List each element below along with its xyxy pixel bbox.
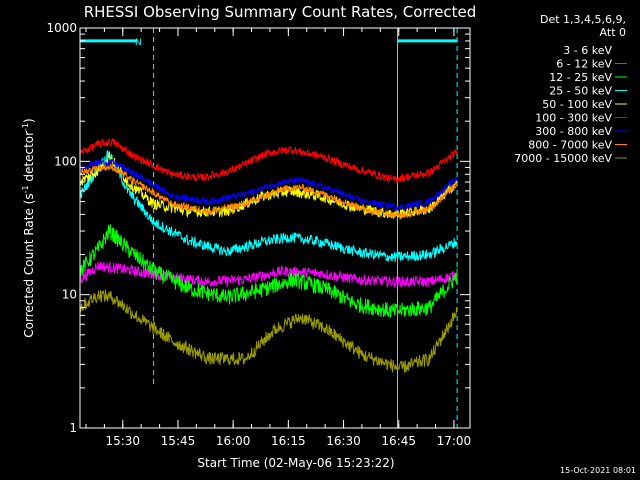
chart-title: RHESSI Observing Summary Count Rates, Co…	[84, 3, 477, 21]
x-tick-label-6: 17:00	[437, 434, 472, 448]
flag-letter: N	[135, 38, 142, 48]
x-tick-label-4: 16:30	[326, 434, 361, 448]
legend-label-1: 6 - 12 keV	[556, 58, 612, 71]
x-tick-label-2: 16:00	[216, 434, 251, 448]
series-line-3	[79, 150, 458, 263]
legend-label-4: 50 - 100 keV	[542, 98, 612, 111]
y-axis-label-part2: detector	[22, 131, 36, 186]
legend-label-5: 100 - 300 keV	[535, 112, 612, 125]
y-tick-label-2: 10	[62, 288, 77, 302]
legend-label-0: 3 - 6 keV	[563, 44, 612, 57]
series-line-2	[79, 224, 458, 318]
x-axis-label: Start Time (02-May-06 15:23:22)	[197, 456, 394, 470]
y-axis-label-sup2: -1	[21, 123, 30, 131]
y-tick-label-1: 100	[54, 154, 77, 168]
legend-label-2: 12 - 25 keV	[549, 71, 612, 84]
series-line-1	[79, 261, 458, 289]
series-line-7	[79, 163, 458, 221]
plot-frame	[79, 27, 471, 429]
series-line-5	[79, 137, 458, 184]
legend-header-line2: Att 0	[600, 26, 626, 39]
x-tick-label-1: 15:45	[161, 434, 196, 448]
legend-label-7: 800 - 7000 keV	[528, 139, 612, 152]
x-tick-label-0: 15:30	[105, 434, 140, 448]
y-axis-label: Corrected Count Rate (s-1 detector-1)	[21, 118, 36, 337]
x-tick-label-3: 16:15	[271, 434, 306, 448]
timestamp: 15-Oct-2021 08:01	[560, 466, 636, 475]
axis-ticks: 15:30 15:45 16:00 16:15 16:30 16:45 17:00 1000 1…	[46, 21, 471, 448]
legend-label-3: 25 - 50 keV	[549, 85, 612, 98]
legend-label-6: 300 - 800 keV	[535, 125, 612, 138]
plot-data: N	[79, 28, 458, 429]
y-tick-label-3: 1	[69, 421, 77, 435]
legend-header-line1: Det 1,3,4,5,6,9,	[540, 13, 626, 26]
y-tick-label-0: 1000	[46, 21, 77, 35]
series-line-8	[79, 289, 458, 373]
y-axis-label-part1: Corrected Count Rate (s	[22, 193, 36, 337]
series-line-6	[79, 158, 458, 212]
y-axis-label-part3: )	[22, 118, 36, 123]
x-tick-label-5: 16:45	[381, 434, 416, 448]
legend-label-8: 7000 - 15000 keV	[514, 152, 612, 165]
y-axis-label-sup1: -1	[21, 185, 30, 193]
